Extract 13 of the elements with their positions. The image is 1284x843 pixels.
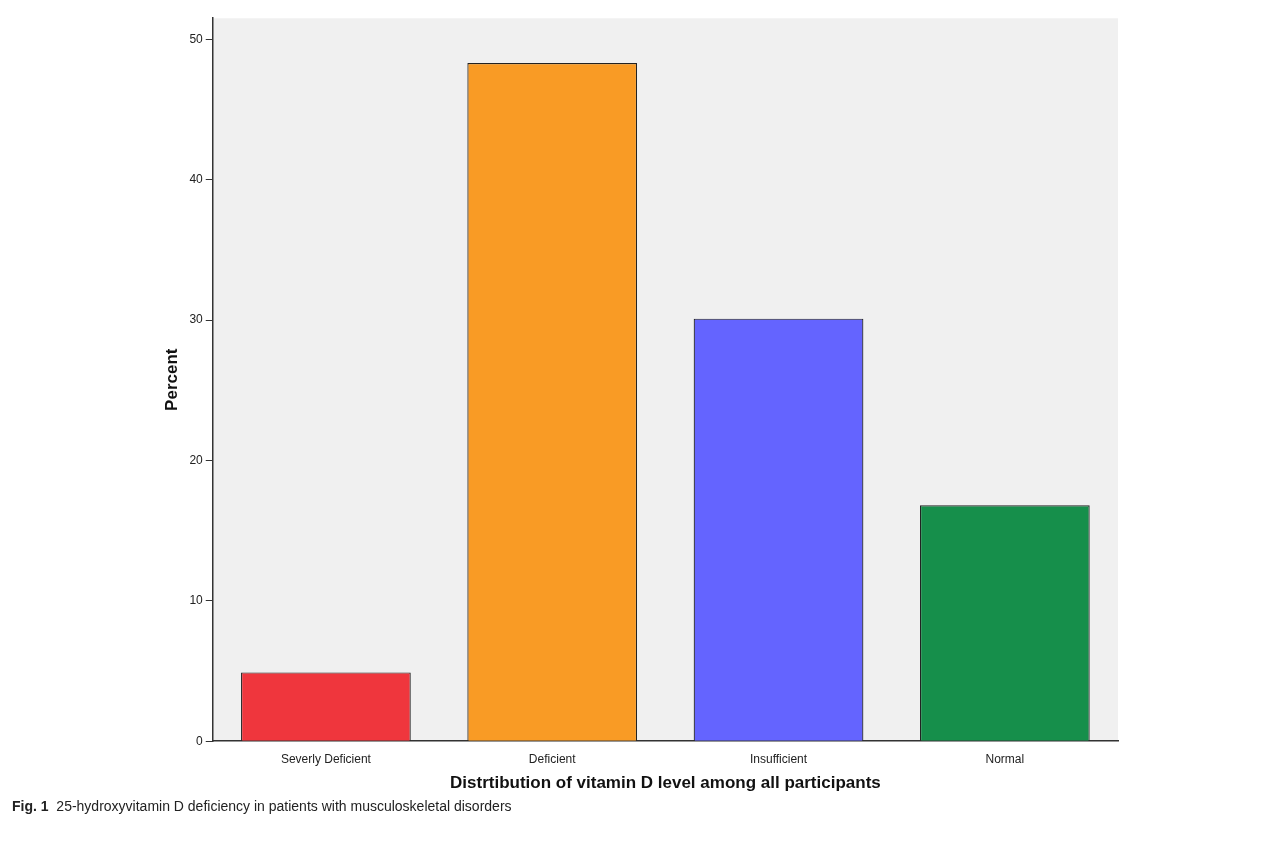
x-axis-title: Distrtibution of vitamin D level among all participants <box>450 773 881 793</box>
x-tick-label: Insufficient <box>749 751 808 766</box>
y-tick-label: 50 <box>189 31 204 46</box>
y-tick-label: 10 <box>189 593 204 608</box>
y-tick-label: 20 <box>189 452 204 467</box>
y-tick-label: 40 <box>189 171 204 186</box>
x-tick-label: Normal <box>985 751 1025 766</box>
y-axis-title: Percent <box>161 348 181 411</box>
x-tick-label: Severly Deficient <box>280 751 372 766</box>
y-tick-label: 0 <box>196 733 204 748</box>
caption: Fig. 1 25-hydroxyvitamin D deficiency in patients with musculoskeletal disorders <box>12 798 512 814</box>
y-tick-label: 30 <box>189 312 204 327</box>
x-tick-label: Deficient <box>528 751 577 766</box>
